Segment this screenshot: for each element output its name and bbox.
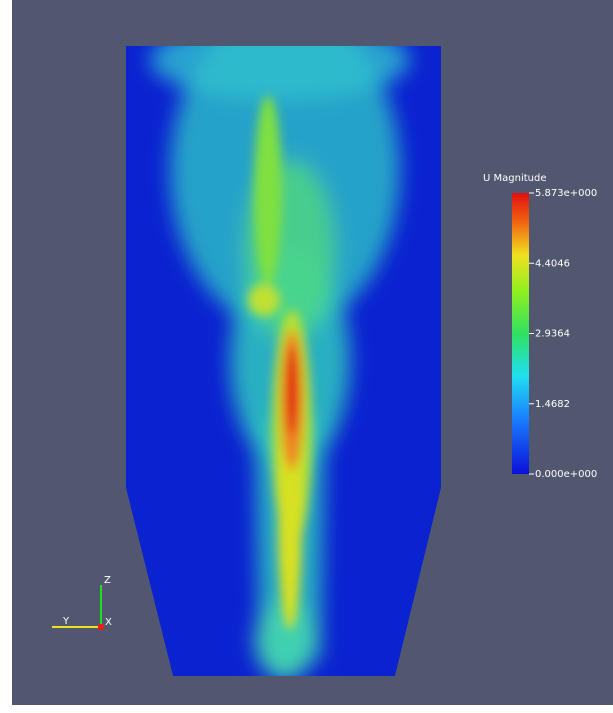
render-view: U Magnitude Z Y X 0.000e+000 1.4682 2.9364… xyxy=(0,0,613,713)
colorbar-title: U Magnitude xyxy=(483,173,546,184)
y-label: Y xyxy=(62,616,70,627)
x-label: X xyxy=(105,617,112,628)
x-axis xyxy=(98,624,104,630)
colorbar-tick-label: 5.873e+000 xyxy=(535,188,597,199)
colorbar-tick-label: 0.000e+000 xyxy=(535,469,597,480)
field xyxy=(126,10,441,680)
colorbar-tick-label: 4.4046 xyxy=(535,258,570,269)
z-label: Z xyxy=(104,575,111,586)
colorbar-tick-label: 1.4682 xyxy=(535,399,570,410)
colorbar-tick-label: 2.9364 xyxy=(535,329,570,340)
colorbar xyxy=(512,193,529,474)
